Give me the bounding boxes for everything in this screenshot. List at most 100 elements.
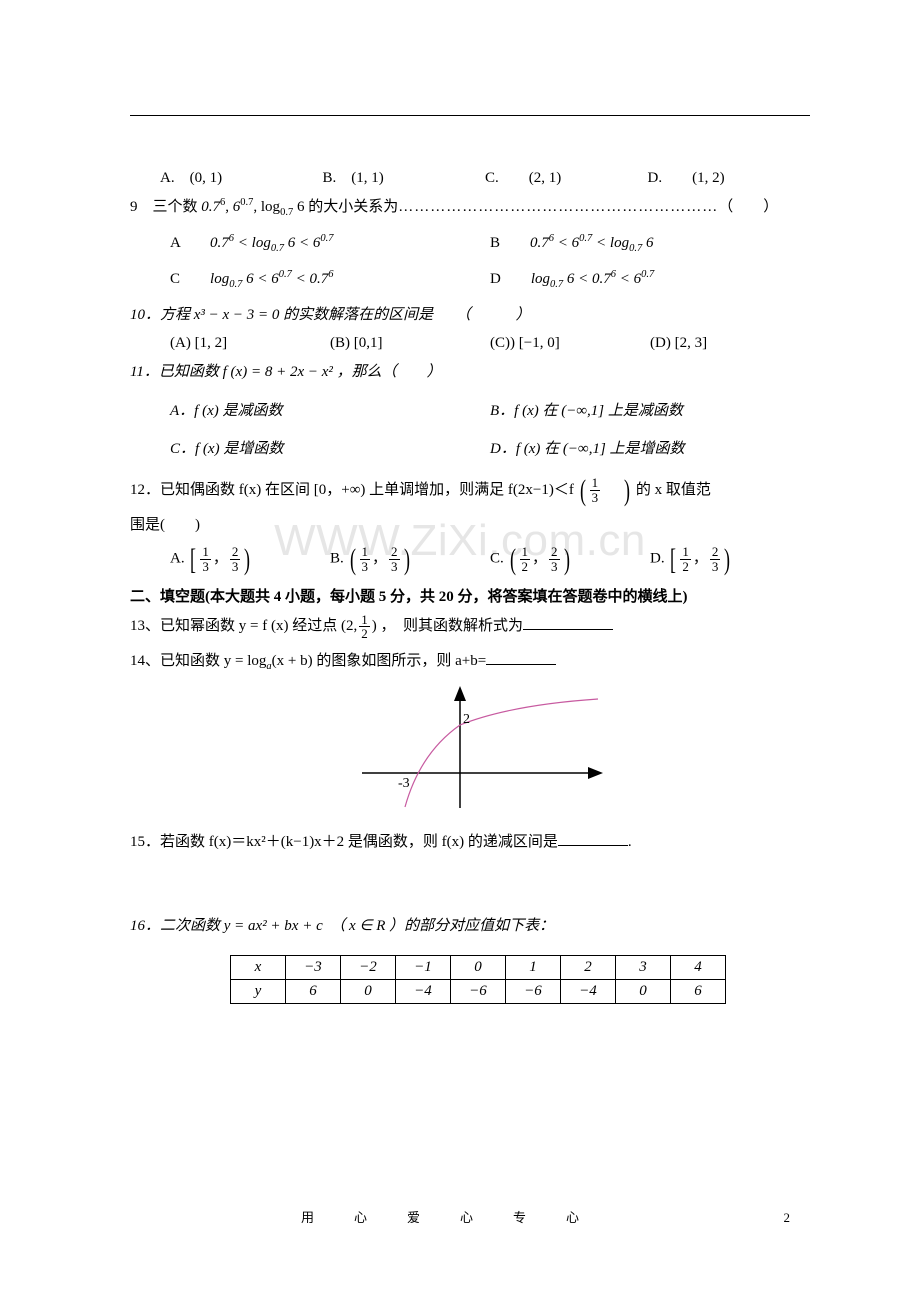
x: 3 [230,560,241,574]
q9-b: B 0.76 < 60.7 < log0.7 6 [490,229,810,259]
q9-paren: （ ） [718,199,778,215]
x-label: -3 [398,776,410,791]
q14-graph: 2 -3 [350,683,810,818]
q9-sup2: 0.7 [240,197,253,208]
section2-title: 二、填空题(本大题共 4 小题，每小题 5 分，共 20 分，将答案填在答题卷中… [130,585,810,606]
cell: x [231,955,286,979]
cell: 4 [671,955,726,979]
graph-svg: 2 -3 [350,683,610,813]
q11-b: B．f (x) 在 (−∞,1] 上是减函数 [490,397,810,426]
footer: 用心爱心专心 [0,1207,920,1226]
q8-choice-d: D. (1, 2) [648,166,811,187]
q8-choice-c: C. (2, 1) [485,166,648,187]
q11-d-t: D．f (x) 在 (−∞,1] 上是增函数 [490,441,685,457]
q8-choice-b: B. (1, 1) [323,166,486,187]
top-rule [130,115,810,116]
q13-n: 1 [359,613,370,628]
q15: 15．若函数 f(x)＝kx²＋(k−1)x＋2 是偶函数，则 f(x) 的递减… [130,828,810,857]
cell: 1 [506,955,561,979]
q12-al: A. [170,551,185,567]
x: 2 [389,545,400,560]
q8-choices: A. (0, 1) B. (1, 1) C. (2, 1) D. (1, 2) [160,166,810,187]
x: 3 [389,560,400,574]
q14-pre: 14、已知函数 y = log [130,653,266,669]
q12-fn: 1 [590,476,601,491]
q9-s1: , [225,199,233,215]
q9-a: A 0.76 < log0.7 6 < 60.7 [170,229,490,259]
x: 3 [710,560,721,574]
q11-stem: 11．已知函数 f (x) = 8 + 2x − x² ，那么（ ） [130,358,810,387]
q9-a-expr: 0.76 < log0.7 6 < 60.7 [210,235,333,251]
q16-pre: 16．二次函数 y = ax² + bx + c （ x ∈ R ）的部分对应值… [130,918,554,934]
q13: 13、已知幂函数 y = f (x) 经过点 (2,12) ， 则其函数解析式为 [130,612,810,641]
q12-cb: B. (13，23) [330,545,490,573]
q9-b-l: B [490,235,500,251]
q9-d: D log0.7 6 < 0.76 < 60.7 [490,265,810,295]
x: 3 [360,560,371,574]
q9-suf: 的大小关系为 [308,199,398,215]
cell: 2 [561,955,616,979]
q14: 14、已知函数 y = loga(x + b) 的图象如图所示，则 a+b= [130,647,810,677]
q13-post: ) ， 则其函数解析式为 [372,618,523,634]
x: 1 [520,545,531,560]
x: 2 [710,545,721,560]
table-row-y: y 6 0 −4 −6 −6 −4 0 6 [231,979,726,1003]
q11-a: A．f (x) 是减函数 [170,397,490,426]
q9-s2: , log [253,199,280,215]
x: 1 [680,545,691,560]
q16: 16．二次函数 y = ax² + bx + c （ x ∈ R ）的部分对应值… [130,912,810,941]
x: 3 [200,560,211,574]
q9-la: 6 [293,199,308,215]
q14-blank [486,651,556,666]
q9-d-l: D [490,271,501,287]
q11-stem-txt: 11．已知函数 f (x) = 8 + 2x − x² ，那么（ ） [130,364,442,380]
cell: −6 [506,979,561,1003]
cell: −3 [286,955,341,979]
q12-a1: 12．已知偶函数 f(x) 在区间 [0，+∞) 上单调增加，则满足 f(2x−… [130,482,574,498]
q12-cd: D. [12，23) [650,545,810,573]
cell: 0 [341,979,396,1003]
q11-d: D．f (x) 在 (−∞,1] 上是增函数 [490,435,810,464]
q11-b-t: B．f (x) 在 (−∞,1] 上是减函数 [490,403,683,419]
q12-stem2: 围是( ) [130,511,810,540]
q12-fd: 3 [590,491,601,505]
q12-a2: 的 x 取值范 [636,482,711,498]
q11-c-t: C．f (x) 是增函数 [170,441,283,457]
q15-txt: 15．若函数 f(x)＝kx²＋(k−1)x＋2 是偶函数，则 f(x) 的递减… [130,834,558,850]
q12-stem: 12．已知偶函数 f(x) 在区间 [0，+∞) 上单调增加，则满足 f(2x−… [130,476,810,505]
x: 2 [680,560,691,574]
q9-t1: 9 三个数 [130,199,201,215]
x: 2 [230,545,241,560]
q16-table: x −3 −2 −1 0 1 2 3 4 y 6 0 −4 −6 −6 −4 0… [230,955,726,1004]
q9-c-expr: log0.7 6 < 60.7 < 0.76 [210,271,333,287]
q10-stem-txt: 10．方程 x³ − x − 3 = 0 的实数解落在的区间是 （ ） [130,307,531,323]
q12-choices: A. [13，23) B. (13，23) C. (12，23) D. [12，… [170,545,810,573]
cell: 0 [616,979,671,1003]
q10-stem: 10．方程 x³ − x − 3 = 0 的实数解落在的区间是 （ ） [130,301,810,330]
q10-a: (A) [1, 2] [170,335,330,352]
q12-bl: B. [330,551,344,567]
cell: −2 [341,955,396,979]
q10-d: (D) [2, 3] [650,335,810,352]
x: 1 [360,545,371,560]
q10-c: (C)) [−1, 0] [490,335,650,352]
x: 2 [549,545,560,560]
cell: 3 [616,955,671,979]
q9-d-expr: log0.7 6 < 0.76 < 60.7 [531,271,654,287]
y-label: 2 [463,712,470,727]
cell: −4 [396,979,451,1003]
cell: −4 [561,979,616,1003]
cell: 6 [286,979,341,1003]
q12-cc: C. (12，23) [490,545,650,573]
q13-blank [523,616,613,631]
cell: 0 [451,955,506,979]
x: 2 [520,560,531,574]
cell: −6 [451,979,506,1003]
q9-c: C log0.7 6 < 60.7 < 0.76 [170,265,490,295]
cell: 6 [671,979,726,1003]
q9-stem: 9 三个数 0.76, 60.7, log0.7 6 的大小关系为…………………… [130,193,810,223]
q8-choice-a: A. (0, 1) [160,166,323,187]
q13-pre: 13、已知幂函数 y = f (x) 经过点 (2, [130,618,357,634]
q9-lb: 0.7 [280,207,293,218]
q9-e1: 0.7 [201,199,220,215]
